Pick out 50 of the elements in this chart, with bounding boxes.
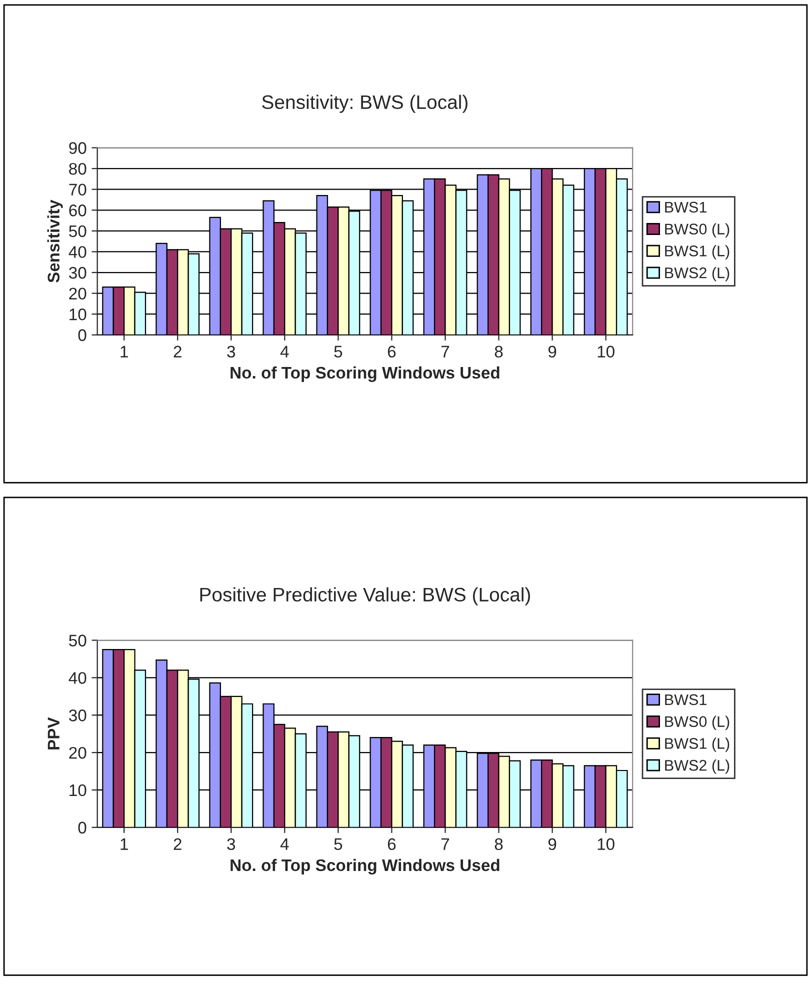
x-tick-label: 8 <box>494 346 503 358</box>
y-tick-label: 40 <box>68 246 86 258</box>
y-axis-title: Sensitivity <box>47 200 63 283</box>
x-tick-label: 6 <box>388 346 396 358</box>
y-tick-label: 50 <box>69 634 86 646</box>
x-tick-label: 6 <box>388 838 396 850</box>
x-axis-title: No. of Top Scoring Windows Used <box>230 858 500 875</box>
y-axis-title: PPV <box>48 717 60 750</box>
y-tick-label: 60 <box>69 204 86 216</box>
y-tick-label: 30 <box>69 710 86 722</box>
legend-label: BWS0 (L) <box>665 716 730 730</box>
y-tick-label: 0 <box>78 329 86 342</box>
x-tick-label: 10 <box>598 838 614 850</box>
y-tick-label: 30 <box>69 266 86 279</box>
x-tick-label: 10 <box>598 346 614 358</box>
x-tick-label: 2 <box>174 346 182 358</box>
chart-title: Positive Predictive Value: BWS (Local) <box>200 587 530 606</box>
x-tick-label: 2 <box>174 838 182 850</box>
x-tick-label: 4 <box>280 346 289 358</box>
x-tick-label: 7 <box>441 838 450 850</box>
x-tick-label: 4 <box>280 838 289 850</box>
y-tick-label: 0 <box>78 822 86 834</box>
chart-title: Sensitivity: BWS (Local) <box>262 94 468 113</box>
x-tick-label: 9 <box>548 838 556 850</box>
y-tick-label: 10 <box>70 784 86 796</box>
x-tick-label: 3 <box>227 838 236 850</box>
y-tick-label: 40 <box>68 672 86 684</box>
x-tick-label: 3 <box>227 346 236 358</box>
x-tick-label: 5 <box>334 346 342 358</box>
x-tick-label: 5 <box>334 838 342 850</box>
x-tick-label: 7 <box>441 346 450 358</box>
legend-label: BWS1 (L) <box>665 738 730 752</box>
x-axis-title: No. of Top Scoring Windows Used <box>230 366 500 382</box>
y-tick-label: 70 <box>69 184 86 196</box>
y-tick-label: 50 <box>69 225 86 238</box>
y-tick-label: 10 <box>70 308 86 320</box>
legend-label: BWS2 (L) <box>665 760 730 774</box>
x-tick-label: 1 <box>120 346 128 358</box>
x-tick-label: 1 <box>120 838 128 850</box>
x-tick-label: 8 <box>494 838 503 850</box>
y-tick-label: 90 <box>69 142 86 154</box>
y-tick-label: 20 <box>69 288 86 300</box>
legend-label: BWS0 (L) <box>665 223 730 238</box>
legend-label: BWS1 <box>665 202 706 213</box>
legend-label: BWS1 <box>665 694 706 706</box>
legend-label: BWS2 (L) <box>665 267 730 282</box>
x-tick-label: 9 <box>548 346 556 358</box>
legend-label: BWS1 (L) <box>665 245 730 260</box>
y-tick-label: 20 <box>69 746 86 759</box>
y-tick-label: 80 <box>69 162 86 175</box>
